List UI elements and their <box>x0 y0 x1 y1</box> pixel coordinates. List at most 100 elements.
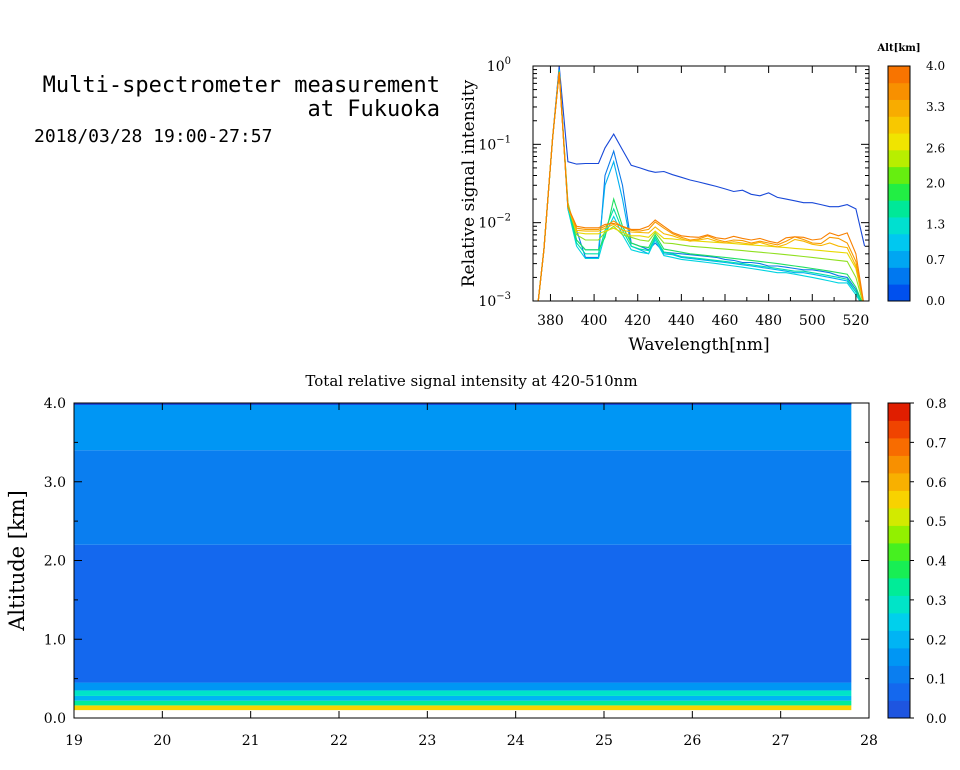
spectrum-x-tick-label: 480 <box>755 313 782 329</box>
spectrum-colorbar-cell <box>888 200 910 218</box>
spectrum-series-line-6 <box>537 71 864 301</box>
spectrum-series-line-9 <box>537 72 864 301</box>
heatmap-x-tick-label: 27 <box>772 733 790 749</box>
heatmap-x-tick-label: 26 <box>683 733 701 749</box>
heatmap-y-tick-label: 0.0 <box>44 711 66 727</box>
heatmap-layer-band <box>74 544 852 683</box>
heatmap-colorbar-cell <box>888 438 910 456</box>
spectrum-colorbar-tick-label: 2.6 <box>926 141 945 155</box>
spectrum-colorbar-cell <box>888 149 910 168</box>
heatmap-title: Total relative signal intensity at 420-5… <box>305 372 637 390</box>
spectrum-series-line-10 <box>537 72 864 301</box>
heatmap-colorbar-cell <box>888 508 910 526</box>
heatmap-field <box>74 403 852 711</box>
spectrum-colorbar-cell <box>888 166 910 184</box>
heatmap-colorbar-tick-label: 0.4 <box>926 555 947 570</box>
spectrum-y-tick-label: 10−2 <box>478 213 511 232</box>
spectrum-x-tick-label: 500 <box>799 313 826 329</box>
heatmap-layer-band <box>74 700 852 706</box>
heatmap-colorbar-tick-label: 0.5 <box>926 515 947 530</box>
heatmap-colorbar-tick-label: 0.7 <box>926 436 947 451</box>
spectrum-y-tick-label: 10−1 <box>478 134 511 153</box>
heatmap-colorbar-cell <box>888 490 910 509</box>
spectrum-colorbar-title: Alt[km] <box>876 43 920 54</box>
spectrum-plot-frame <box>532 65 870 302</box>
spectrum-x-tick-label: 460 <box>712 313 739 329</box>
heatmap-colorbar-tick-label: 0.0 <box>926 712 947 727</box>
heatmap-colorbar-cell <box>888 525 910 544</box>
spectrum-colorbar-cell <box>888 133 910 151</box>
heatmap-layer-band <box>74 450 852 545</box>
spectrum-y-tick-label: 100 <box>487 56 511 75</box>
heatmap-y-tick-label: 3.0 <box>44 475 66 491</box>
heatmap-x-tick-label: 19 <box>65 733 83 749</box>
spectrum-colorbar-cell <box>888 284 910 302</box>
heatmap-colorbar-cell <box>888 595 910 614</box>
heatmap-y-tick-label: 1.0 <box>44 632 66 648</box>
heatmap-x-tick-label: 23 <box>418 733 436 749</box>
chart-title-line-1: Multi-spectrometer measurement <box>42 73 440 98</box>
chart-date-range: 2018/03/28 19:00-27:57 <box>34 126 273 147</box>
spectrum-series-line-5 <box>537 71 863 301</box>
spectrum-series-line-3 <box>537 70 861 301</box>
spectrum-x-tick-label: 520 <box>843 313 870 329</box>
spectrum-x-tick-label: 420 <box>624 313 651 329</box>
spectrum-colorbar-cell <box>888 66 910 84</box>
heatmap-colorbar-tick-label: 0.3 <box>926 594 947 609</box>
spectrum-y-tick-label: 10−3 <box>478 291 511 310</box>
heatmap-colorbar-cell <box>888 683 910 701</box>
spectrum-colorbar-cell <box>888 183 910 201</box>
heatmap-colorbar-cell <box>888 700 910 719</box>
heatmap-layer-band <box>74 682 852 691</box>
heatmap-colorbar-cell <box>888 455 910 474</box>
heatmap-layer-band <box>74 403 852 451</box>
spectrum-colorbar-cell <box>888 250 910 268</box>
spectrum-colorbar-cell <box>888 267 910 285</box>
heatmap-colorbar-cell <box>888 473 910 491</box>
heatmap-x-tick-label: 25 <box>595 733 613 749</box>
chart-main-title: Multi-spectrometer measurement at Fukuoka <box>12 74 440 122</box>
spectrum-colorbar-cell <box>888 99 910 117</box>
heatmap-colorbar-cell <box>888 403 910 421</box>
heatmap-colorbar-cell <box>888 648 910 666</box>
spectrum-x-tick-label: 440 <box>668 313 695 329</box>
spectrum-colorbar-tick-label: 0.7 <box>926 253 945 267</box>
spectrum-x-axis-label: Wavelength[nm] <box>628 335 769 355</box>
heatmap-colorbar-cell <box>888 420 910 439</box>
spectrum-colorbar-frame <box>887 65 911 302</box>
spectrum-series-line-0 <box>537 66 866 301</box>
heatmap-colorbar-tick-label: 0.2 <box>926 633 947 648</box>
heatmap-layer-band <box>74 690 852 696</box>
spectrum-series-line-8 <box>537 72 864 301</box>
heatmap-x-tick-label: 24 <box>507 733 525 749</box>
heatmap-colorbar-tick-label: 0.6 <box>926 476 947 491</box>
spectrum-colorbar-cell <box>888 82 910 100</box>
heatmap-colorbar-cell <box>888 578 910 596</box>
heatmap-colorbar-tick-label: 0.1 <box>926 673 947 688</box>
spectrum-x-tick-label: 380 <box>537 313 564 329</box>
heatmap-x-tick-label: 21 <box>242 733 260 749</box>
spectrum-colorbar-tick-label: 3.3 <box>926 100 945 114</box>
spectrum-colorbar-cell <box>888 217 910 235</box>
heatmap-layer-band <box>74 705 852 711</box>
spectrum-series-group <box>537 66 866 301</box>
heatmap-layer-band <box>74 695 852 701</box>
spectrum-series-line-1 <box>537 68 862 301</box>
spectrum-y-axis-label: Relative signal intensity <box>459 79 479 287</box>
spectrum-colorbar-tick-label: 0.0 <box>926 294 945 308</box>
spectrum-series-line-4 <box>537 71 862 301</box>
spectrum-colorbar-tick-label: 1.3 <box>926 218 945 232</box>
heatmap-x-tick-label: 20 <box>153 733 171 749</box>
heatmap-colorbar-cell <box>888 665 910 684</box>
heatmap-colorbar-cell <box>888 560 910 579</box>
chart-title-line-2: at Fukuoka <box>307 97 440 122</box>
spectrum-colorbar-cell <box>888 116 910 134</box>
heatmap-x-tick-label: 28 <box>860 733 878 749</box>
spectrum-series-line-7 <box>537 71 864 301</box>
spectrum-x-tick-label: 400 <box>581 313 608 329</box>
heatmap-x-tick-label: 22 <box>330 733 348 749</box>
spectrum-colorbar-cell <box>888 233 910 252</box>
spectrum-colorbar-tick-label: 2.0 <box>926 177 945 191</box>
heatmap-colorbar-cell <box>888 613 910 631</box>
